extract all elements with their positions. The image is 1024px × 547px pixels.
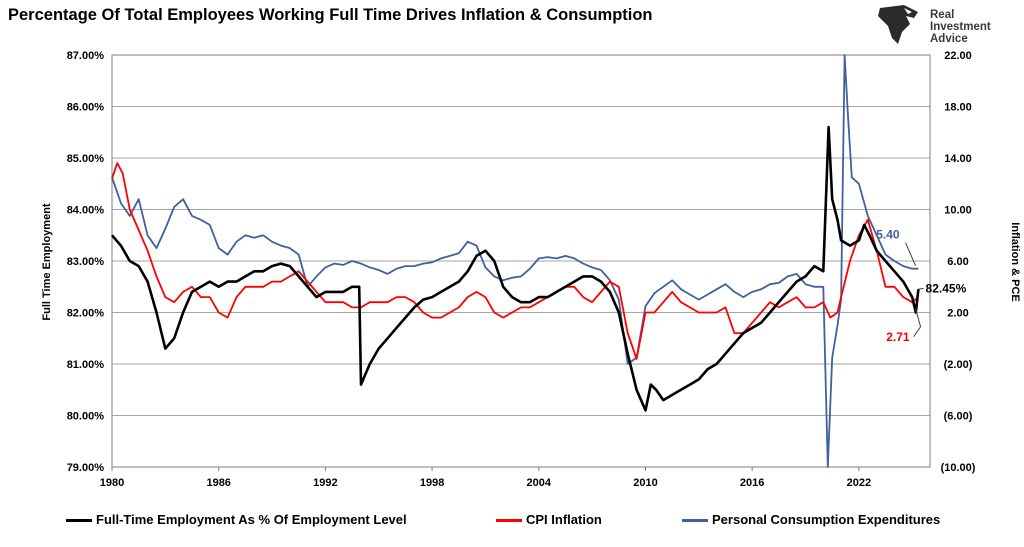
left-tick-label: 81.00% xyxy=(67,359,105,371)
right-axis-ticks: (10.00) (6.00) (2.00) 2.00 6.00 10.00 14.00 18.… xyxy=(941,50,976,474)
x-tick-label: 2016 xyxy=(740,477,764,489)
x-tick-label: 1986 xyxy=(206,477,230,489)
left-tick-label: 85.00% xyxy=(67,153,105,165)
right-tick-label: 18.00 xyxy=(944,102,972,114)
x-axis-ticks: 1980 1986 1992 1998 2004 2010 2016 2022 xyxy=(100,467,871,489)
series-line-cpi xyxy=(111,162,919,360)
left-tick-label: 82.00% xyxy=(67,308,105,320)
left-tick-label: 87.00% xyxy=(67,50,105,62)
annotations: 5.40 82.45% 2.71 xyxy=(876,228,966,344)
legend-swatch-cpi xyxy=(496,519,522,523)
legend-label-employment: Full-Time Employment As % Of Employment … xyxy=(96,512,407,527)
logo-line-2: Investment xyxy=(930,21,991,33)
annotation-leader-employment xyxy=(917,287,924,290)
x-tick-label: 2022 xyxy=(847,477,871,489)
x-tick-label: 2004 xyxy=(527,477,552,489)
legend-swatch-employment xyxy=(66,519,92,523)
left-tick-label: 80.00% xyxy=(67,411,105,423)
annotation-cpi: 2.71 xyxy=(886,330,910,344)
right-tick-label: 10.00 xyxy=(944,205,972,217)
annotation-employment: 82.45% xyxy=(926,281,967,295)
right-tick-label: 14.00 xyxy=(944,153,972,165)
x-tick-label: 1998 xyxy=(420,477,444,489)
annotation-pce: 5.40 xyxy=(876,228,900,242)
right-tick-label: (6.00) xyxy=(944,411,973,423)
left-tick-label: 83.00% xyxy=(67,256,105,268)
logo: Real Investment Advice xyxy=(874,2,1019,50)
annotation-leader-pce xyxy=(905,242,917,266)
x-tick-label: 1980 xyxy=(100,477,124,489)
legend-item-cpi: CPI Inflation xyxy=(496,512,602,527)
series-lines xyxy=(111,54,920,468)
left-axis-title: Full Time Employment xyxy=(41,203,53,320)
annotation-leader-cpi xyxy=(913,308,922,338)
legend-swatch-pce xyxy=(682,519,708,523)
grid-lines xyxy=(112,54,930,468)
logo-text: Real Investment Advice xyxy=(930,9,991,45)
right-axis-title: Inflation & PCE xyxy=(1009,222,1021,301)
left-tick-label: 84.00% xyxy=(67,205,105,217)
x-tick-label: 2010 xyxy=(633,477,657,489)
right-tick-label: (2.00) xyxy=(944,359,973,371)
series-line-employment xyxy=(111,125,920,412)
legend-item-pce: Personal Consumption Expenditures xyxy=(682,512,940,527)
left-axis-ticks: 79.00% 80.00% 81.00% 82.00% 83.00% 84.00% 85.0… xyxy=(67,50,105,474)
right-tick-label: 22.00 xyxy=(944,50,972,62)
legend-item-employment: Full-Time Employment As % Of Employment … xyxy=(66,512,407,527)
chart-title: Percentage Of Total Employees Working Fu… xyxy=(8,6,653,24)
left-tick-label: 86.00% xyxy=(67,102,105,114)
eagle-head-icon xyxy=(878,5,918,44)
series-line-pce xyxy=(111,54,919,468)
plot-frame xyxy=(111,54,931,468)
left-tick-label: 79.00% xyxy=(67,462,105,474)
legend-label-pce: Personal Consumption Expenditures xyxy=(712,512,941,527)
logo-line-3: Advice xyxy=(930,33,968,45)
right-tick-label: (10.00) xyxy=(941,462,976,474)
right-tick-label: 2.00 xyxy=(947,308,968,320)
right-tick-label: 6.00 xyxy=(947,256,968,268)
logo-line-1: Real xyxy=(930,9,955,21)
x-tick-label: 1992 xyxy=(313,477,337,489)
legend-label-cpi: CPI Inflation xyxy=(526,512,602,527)
plot-border xyxy=(111,54,931,468)
